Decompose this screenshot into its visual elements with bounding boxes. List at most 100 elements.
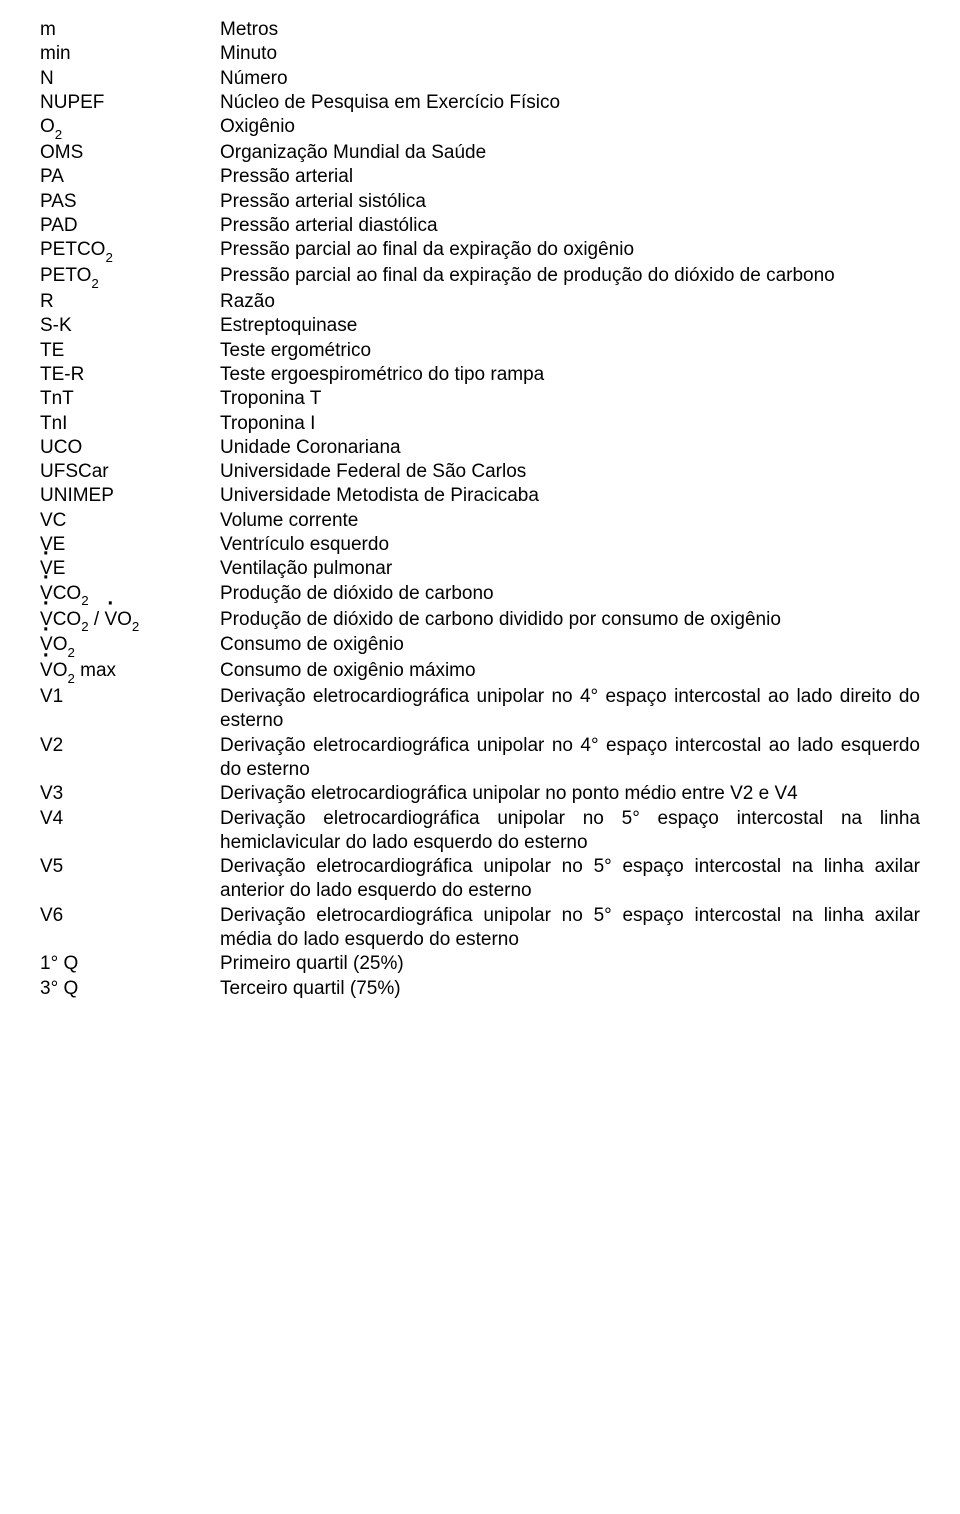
abbr-row: VCVolume corrente <box>40 509 920 533</box>
abbr-row: V5Derivação eletrocardiográfica unipolar… <box>40 855 920 904</box>
abbr-term: PA <box>40 165 220 189</box>
abbr-row: PETO2Pressão parcial ao final da expiraç… <box>40 264 920 290</box>
abbr-definition: Minuto <box>220 42 920 66</box>
abbr-definition: Pressão parcial ao final da expiração do… <box>220 238 920 262</box>
abbr-definition: Derivação eletrocardiográfica unipolar n… <box>220 782 920 806</box>
abbr-definition: Troponina I <box>220 412 920 436</box>
abbr-term: V6 <box>40 904 220 928</box>
abbr-definition: Derivação eletrocardiográfica unipolar n… <box>220 855 920 904</box>
abbr-row: O2Oxigênio <box>40 115 920 141</box>
abbr-definition: Derivação eletrocardiográfica unipolar n… <box>220 685 920 734</box>
abbr-term: UNIMEP <box>40 484 220 508</box>
abbr-row: minMinuto <box>40 42 920 66</box>
abbr-term: VO2 max <box>40 659 220 685</box>
abbr-row: TnITroponina I <box>40 412 920 436</box>
abbr-term: V3 <box>40 782 220 806</box>
abbr-term: O2 <box>40 115 220 141</box>
abbr-definition: Derivação eletrocardiográfica unipolar n… <box>220 904 920 953</box>
abbr-row: PADPressão arterial diastólica <box>40 214 920 238</box>
abbr-definition: Estreptoquinase <box>220 314 920 338</box>
abbr-term: V4 <box>40 807 220 831</box>
abbr-row: VCO2 / VO2Produção de dióxido de carbono… <box>40 608 920 634</box>
abbr-definition: Pressão arterial diastólica <box>220 214 920 238</box>
abbr-definition: Oxigênio <box>220 115 920 139</box>
abbr-definition: Primeiro quartil (25%) <box>220 952 920 976</box>
abbr-term: 3° Q <box>40 977 220 1001</box>
abbr-definition: Número <box>220 67 920 91</box>
abbr-definition: Volume corrente <box>220 509 920 533</box>
abbr-row: V6Derivação eletrocardiográfica unipolar… <box>40 904 920 953</box>
abbr-definition: Terceiro quartil (75%) <box>220 977 920 1001</box>
abbr-definition: Derivação eletrocardiográfica unipolar n… <box>220 734 920 783</box>
abbr-term: m <box>40 18 220 42</box>
abbr-definition: Pressão arterial <box>220 165 920 189</box>
abbr-term: VO2 <box>40 633 220 659</box>
abbr-definition: Pressão arterial sistólica <box>220 190 920 214</box>
abbr-row: V4Derivação eletrocardiográfica unipolar… <box>40 807 920 856</box>
abbr-definition: Teste ergométrico <box>220 339 920 363</box>
abbr-row: VO2Consumo de oxigênio <box>40 633 920 659</box>
abbr-definition: Universidade Metodista de Piracicaba <box>220 484 920 508</box>
abbr-term: VC <box>40 509 220 533</box>
abbr-term: VCO2 / VO2 <box>40 608 220 634</box>
abbr-term: VE <box>40 557 220 581</box>
abbr-term: V5 <box>40 855 220 879</box>
abbr-row: VEVentilação pulmonar <box>40 557 920 581</box>
abbr-definition: Ventilação pulmonar <box>220 557 920 581</box>
abbr-definition: Universidade Federal de São Carlos <box>220 460 920 484</box>
abbr-row: PETCO2Pressão parcial ao final da expira… <box>40 238 920 264</box>
abbr-term: VCO2 <box>40 582 220 608</box>
abbr-row: VO2 maxConsumo de oxigênio máximo <box>40 659 920 685</box>
abbr-row: S-KEstreptoquinase <box>40 314 920 338</box>
abbr-row: PASPressão arterial sistólica <box>40 190 920 214</box>
abbr-term: OMS <box>40 141 220 165</box>
abbr-row: VCO2Produção de dióxido de carbono <box>40 582 920 608</box>
abbr-term: R <box>40 290 220 314</box>
abbr-row: 3° QTerceiro quartil (75%) <box>40 977 920 1001</box>
abbr-row: UFSCarUniversidade Federal de São Carlos <box>40 460 920 484</box>
abbr-term: V2 <box>40 734 220 758</box>
abbr-term: VE <box>40 533 220 557</box>
abbr-row: V2Derivação eletrocardiográfica unipolar… <box>40 734 920 783</box>
abbr-definition: Ventrículo esquerdo <box>220 533 920 557</box>
abbr-term: N <box>40 67 220 91</box>
abbr-row: NNúmero <box>40 67 920 91</box>
abbr-term: UCO <box>40 436 220 460</box>
abbr-definition: Consumo de oxigênio máximo <box>220 659 920 683</box>
abbr-term: PAD <box>40 214 220 238</box>
abbr-term: TnT <box>40 387 220 411</box>
abbr-row: PAPressão arterial <box>40 165 920 189</box>
abbr-definition: Consumo de oxigênio <box>220 633 920 657</box>
abbr-definition: Produção de dióxido de carbono dividido … <box>220 608 920 632</box>
abbr-definition: Derivação eletrocardiográfica unipolar n… <box>220 807 920 856</box>
abbr-term: 1° Q <box>40 952 220 976</box>
abbr-row: OMSOrganização Mundial da Saúde <box>40 141 920 165</box>
abbr-definition: Razão <box>220 290 920 314</box>
abbr-term: PETCO2 <box>40 238 220 264</box>
abbr-row: UCOUnidade Coronariana <box>40 436 920 460</box>
abbr-row: TETeste ergométrico <box>40 339 920 363</box>
abbr-definition: Produção de dióxido de carbono <box>220 582 920 606</box>
abbr-row: V1Derivação eletrocardiográfica unipolar… <box>40 685 920 734</box>
abbreviation-list: mMetrosminMinutoNNúmeroNUPEFNúcleo de Pe… <box>40 18 920 1001</box>
abbr-definition: Teste ergoespirométrico do tipo rampa <box>220 363 920 387</box>
abbr-definition: Metros <box>220 18 920 42</box>
abbr-row: V3Derivação eletrocardiográfica unipolar… <box>40 782 920 806</box>
abbr-term: min <box>40 42 220 66</box>
abbr-definition: Organização Mundial da Saúde <box>220 141 920 165</box>
abbr-term: TnI <box>40 412 220 436</box>
abbr-row: RRazão <box>40 290 920 314</box>
abbr-row: TnTTroponina T <box>40 387 920 411</box>
abbr-row: UNIMEPUniversidade Metodista de Piracica… <box>40 484 920 508</box>
abbr-definition: Pressão parcial ao final da expiração de… <box>220 264 920 288</box>
abbr-definition: Unidade Coronariana <box>220 436 920 460</box>
abbr-row: NUPEFNúcleo de Pesquisa em Exercício Fís… <box>40 91 920 115</box>
abbr-term: UFSCar <box>40 460 220 484</box>
abbr-row: 1° QPrimeiro quartil (25%) <box>40 952 920 976</box>
abbr-row: VEVentrículo esquerdo <box>40 533 920 557</box>
abbr-term: PETO2 <box>40 264 220 290</box>
abbr-term: V1 <box>40 685 220 709</box>
abbr-row: mMetros <box>40 18 920 42</box>
abbr-term: TE-R <box>40 363 220 387</box>
abbr-term: S-K <box>40 314 220 338</box>
